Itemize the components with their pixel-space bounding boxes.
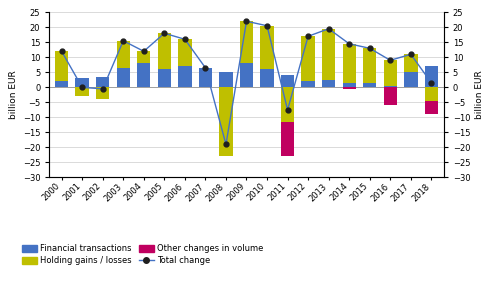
Bar (158, 69, 171, 87)
Bar (96, 77, 109, 87)
Bar (260, 69, 274, 87)
Bar (343, 44, 356, 83)
Bar (363, 83, 377, 87)
Bar (116, 41, 130, 68)
Bar (281, 122, 294, 156)
Bar (75, 87, 89, 96)
Bar (404, 72, 418, 87)
Bar (424, 101, 438, 114)
Bar (178, 39, 192, 66)
Bar (424, 87, 438, 101)
Y-axis label: billion EUR: billion EUR (9, 70, 18, 119)
Bar (137, 63, 150, 87)
Bar (240, 21, 253, 63)
Bar (199, 68, 212, 87)
Bar (55, 51, 69, 81)
Bar (260, 26, 274, 69)
Bar (219, 72, 233, 87)
Bar (384, 86, 397, 87)
Bar (301, 36, 315, 81)
Bar (343, 87, 356, 89)
Bar (55, 81, 69, 87)
Bar (404, 54, 418, 72)
Bar (75, 78, 89, 87)
Bar (281, 75, 294, 87)
Bar (158, 33, 171, 69)
Bar (384, 60, 397, 86)
Bar (116, 68, 130, 87)
Bar (178, 66, 192, 87)
Bar (384, 87, 397, 105)
Bar (322, 80, 335, 87)
Bar (240, 63, 253, 87)
Bar (137, 51, 150, 63)
Bar (96, 87, 109, 99)
Legend: Financial transactions, Holding gains / losses, Other changes in volume, Total c: Financial transactions, Holding gains / … (22, 244, 263, 265)
Y-axis label: billion EUR: billion EUR (475, 70, 484, 119)
Bar (363, 48, 377, 83)
Bar (301, 81, 315, 87)
Bar (281, 87, 294, 122)
Bar (219, 87, 233, 156)
Bar (424, 66, 438, 87)
Bar (322, 29, 335, 80)
Bar (343, 83, 356, 87)
